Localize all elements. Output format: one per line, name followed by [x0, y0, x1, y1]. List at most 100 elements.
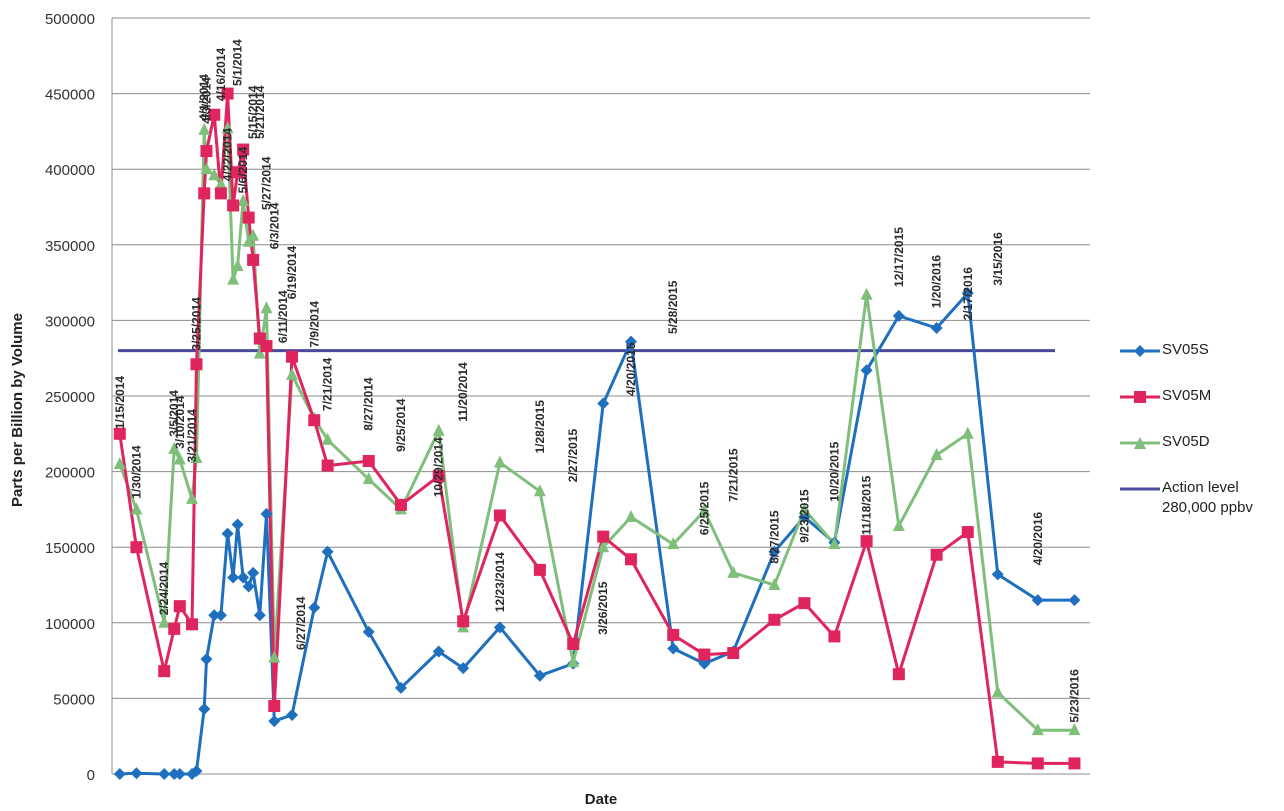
data-point-sv05s — [208, 609, 221, 622]
date-annotation: 6/19/2014 — [285, 245, 299, 299]
data-point-sv05m — [321, 459, 334, 472]
legend-swatch-sv05m — [1120, 391, 1160, 403]
data-point-sv05m — [227, 199, 240, 212]
date-annotation: 6/3/2014 — [267, 202, 281, 249]
data-point-sv05d — [198, 122, 211, 135]
data-point-sv05s — [173, 768, 186, 780]
data-point-sv05m — [667, 628, 680, 641]
data-point-sv05m — [221, 87, 234, 100]
data-point-sv05d — [130, 502, 143, 515]
series-line-sv05s — [119, 291, 1075, 776]
data-point-sv05s — [286, 709, 299, 722]
date-annotation: 2/17/2016 — [961, 267, 975, 321]
date-annotation: 12/17/2015 — [892, 227, 906, 287]
date-annotation: 3/21/2014 — [185, 409, 199, 463]
data-point-sv05m — [173, 600, 186, 613]
data-point-sv05d — [930, 447, 943, 460]
y-tick-label: 250000 — [45, 389, 95, 406]
date-annotation: 2/27/2015 — [566, 428, 580, 482]
data-point-sv05d — [227, 272, 240, 285]
data-point-sv05m — [308, 414, 321, 427]
y-tick-label: 100000 — [45, 616, 95, 633]
date-annotation: 4/20/2015 — [624, 342, 638, 396]
data-point-sv05m — [268, 699, 281, 712]
data-point-sv05m — [190, 358, 203, 371]
data-point-sv05d — [597, 540, 610, 553]
data-point-sv05s — [1068, 594, 1081, 607]
date-annotation: 6/11/2014 — [276, 290, 290, 343]
data-point-sv05m — [198, 187, 211, 200]
date-annotation: 7/9/2014 — [307, 301, 321, 348]
data-point-sv05d — [268, 650, 281, 663]
data-point-sv05s — [394, 681, 407, 694]
data-point-sv05d — [113, 457, 126, 470]
data-point-sv05m — [113, 427, 126, 440]
data-point-sv05d — [158, 615, 171, 628]
data-point-sv05m — [567, 637, 580, 650]
data-point-sv05d — [242, 234, 255, 247]
data-point-sv05d — [432, 423, 445, 436]
data-point-sv05s — [362, 625, 375, 638]
data-point-sv05d — [200, 162, 213, 175]
data-point-sv05s — [253, 609, 266, 622]
legend-item-action-level: Action level 280,000 ppbv — [1118, 473, 1278, 519]
data-point-sv05d — [698, 503, 711, 516]
data-point-sv05s — [237, 571, 250, 584]
data-point-sv05m — [237, 143, 250, 156]
data-point-sv05s — [991, 568, 1004, 581]
data-point-sv05d — [667, 537, 680, 550]
legend-item-sv05d: SV05D — [1118, 427, 1278, 473]
data-point-sv05m — [493, 509, 506, 522]
data-point-sv05s — [231, 518, 244, 531]
date-annotation: 1/20/2016 — [930, 255, 944, 309]
date-annotations: 1/15/2014 1/30/2014 2/24/2014 3/5/20143/10/… — [113, 39, 1082, 723]
date-annotation: 4/16/2014 — [214, 47, 228, 101]
date-annotation: 5/15/2014 — [246, 85, 260, 139]
y-tick-label: 200000 — [45, 465, 95, 482]
data-point-sv05d — [253, 346, 266, 359]
data-point-sv05s — [190, 764, 203, 777]
series-markers — [113, 87, 1081, 780]
data-point-sv05m — [130, 541, 143, 554]
data-point-sv05d — [247, 228, 260, 241]
data-point-sv05d — [321, 432, 334, 445]
data-point-sv05s — [860, 364, 873, 377]
data-point-sv05d — [493, 455, 506, 468]
date-annotation: 11/18/2015 — [860, 475, 874, 535]
data-point-sv05d — [186, 491, 199, 504]
data-point-sv05s — [130, 767, 143, 780]
data-point-sv05s — [892, 309, 905, 322]
legend-swatch-sv05d — [1120, 437, 1160, 449]
legend-label-sv05d: SV05D — [1162, 433, 1210, 450]
date-annotation: 1/30/2014 — [129, 445, 143, 499]
data-point-sv05d — [961, 426, 974, 439]
data-point-sv05d — [768, 578, 781, 590]
y-tick-label: 50000 — [53, 691, 95, 708]
data-point-sv05m — [798, 597, 811, 610]
data-point-sv05s — [625, 335, 638, 348]
data-point-sv05m — [242, 211, 255, 224]
data-point-sv05m — [260, 340, 273, 353]
data-point-sv05s — [198, 702, 211, 715]
data-point-sv05s — [597, 397, 610, 410]
date-annotation: 10/20/2015 — [827, 441, 841, 501]
legend-label-sv05m: SV05M — [1162, 387, 1212, 404]
date-annotation: 5/21/2014 — [253, 85, 267, 139]
date-annotation: 6/27/2014 — [294, 596, 308, 650]
data-point-sv05d — [1068, 723, 1081, 736]
date-annotation: 1/15/2014 — [113, 376, 127, 430]
data-point-sv05s — [768, 545, 781, 558]
y-tick-label: 450000 — [45, 87, 95, 104]
data-point-sv05s — [268, 715, 281, 728]
date-annotation: 1/28/2015 — [533, 400, 547, 454]
data-point-sv05m — [208, 108, 221, 121]
y-tick-label: 350000 — [45, 238, 95, 255]
data-point-sv05s — [158, 768, 171, 780]
date-annotation: 4/1/2014 — [197, 74, 211, 121]
date-annotation: 4/22/2014 — [221, 128, 235, 182]
x-axis-title: Date — [585, 791, 618, 808]
data-point-sv05m — [961, 526, 974, 539]
data-point-sv05m — [828, 630, 841, 643]
date-annotation: 6/25/2015 — [697, 481, 711, 535]
